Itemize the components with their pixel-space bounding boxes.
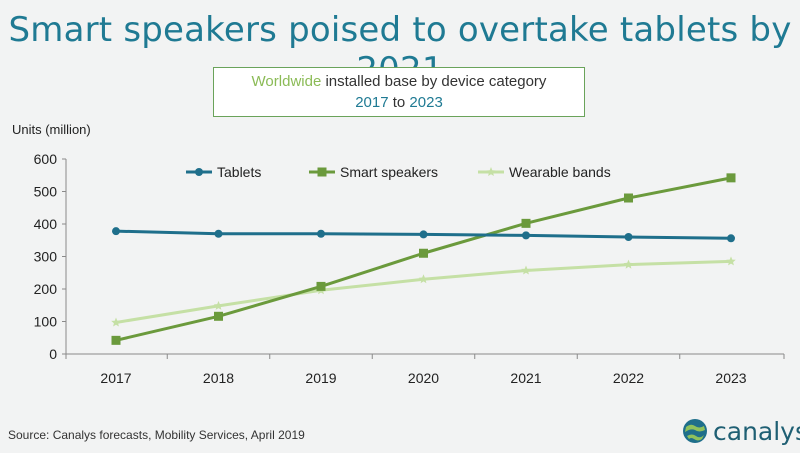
tablets-data-point — [419, 230, 428, 239]
tablets-data-point — [522, 231, 530, 240]
subtitle-line-1: Worldwide installed base by device categ… — [214, 71, 584, 92]
subtitle-to-year: 2023 — [409, 94, 443, 111]
source-note: Source: Canalys forecasts, Mobility Serv… — [8, 428, 305, 442]
wearable-bands-legend-marker — [486, 167, 496, 176]
smart-speakers-data-point — [214, 311, 223, 321]
y-tick-label: 0 — [49, 346, 57, 362]
wearable-bands-data-point — [726, 256, 736, 266]
y-tick-label: 600 — [34, 151, 58, 167]
smart-speakers-legend-marker — [317, 167, 327, 177]
smart-speakers-data-point — [111, 335, 121, 345]
wearable-bands-series-line — [115, 259, 732, 324]
y-tick-label: 300 — [34, 249, 58, 265]
smart-speakers-data-point — [521, 218, 531, 228]
brand-name: canalys — [713, 416, 800, 446]
subtitle-from-year: 2017 — [355, 94, 389, 111]
x-tick-label: 2023 — [715, 370, 746, 386]
tablets-data-point — [317, 229, 325, 238]
smart-speakers-legend-label: Smart speakers — [340, 164, 438, 180]
wearable-bands-data-point — [623, 259, 634, 269]
brand-logo: canalys — [682, 416, 800, 446]
subtitle-box: Worldwide installed base by device categ… — [213, 67, 585, 117]
tablets-data-point — [112, 227, 120, 236]
subtitle-line-2: 2017 to 2023 — [214, 92, 584, 113]
subtitle-highlight: Worldwide — [251, 73, 322, 90]
subtitle-rest: installed base by device category — [321, 73, 547, 90]
tablets-legend-label: Tablets — [217, 164, 261, 180]
globe-logo-icon — [683, 419, 707, 443]
smart-speakers-data-point — [316, 281, 326, 291]
wearable-bands-data-point — [418, 274, 429, 284]
x-tick-label: 2020 — [408, 370, 439, 386]
wearable-bands-data-point — [213, 300, 224, 310]
x-tick-label: 2019 — [305, 370, 336, 386]
tablets-data-point — [624, 233, 633, 241]
y-tick-label: 100 — [34, 314, 58, 330]
x-tick-label: 2021 — [510, 370, 541, 386]
tablets-data-point — [727, 234, 735, 243]
wearable-bands-data-point — [111, 317, 121, 327]
wearable-bands-legend-label: Wearable bands — [509, 164, 611, 180]
subtitle-mid: to — [388, 94, 410, 111]
tablets-data-point — [214, 229, 223, 238]
tablets-legend-marker — [195, 168, 203, 176]
x-tick-label: 2017 — [100, 370, 131, 386]
x-tick-label: 2018 — [203, 370, 234, 386]
smart-speakers-data-point — [624, 193, 633, 203]
y-tick-label: 200 — [34, 281, 58, 297]
y-tick-label: 500 — [34, 184, 58, 200]
smart-speakers-data-point — [726, 173, 736, 183]
smart-speakers-data-point — [419, 248, 428, 258]
y-axis-label: Units (million) — [12, 122, 91, 137]
x-tick-label: 2022 — [613, 370, 644, 386]
wearable-bands-data-point — [521, 265, 531, 275]
smart-speakers-series-line — [115, 176, 732, 342]
y-tick-label: 400 — [34, 216, 58, 232]
